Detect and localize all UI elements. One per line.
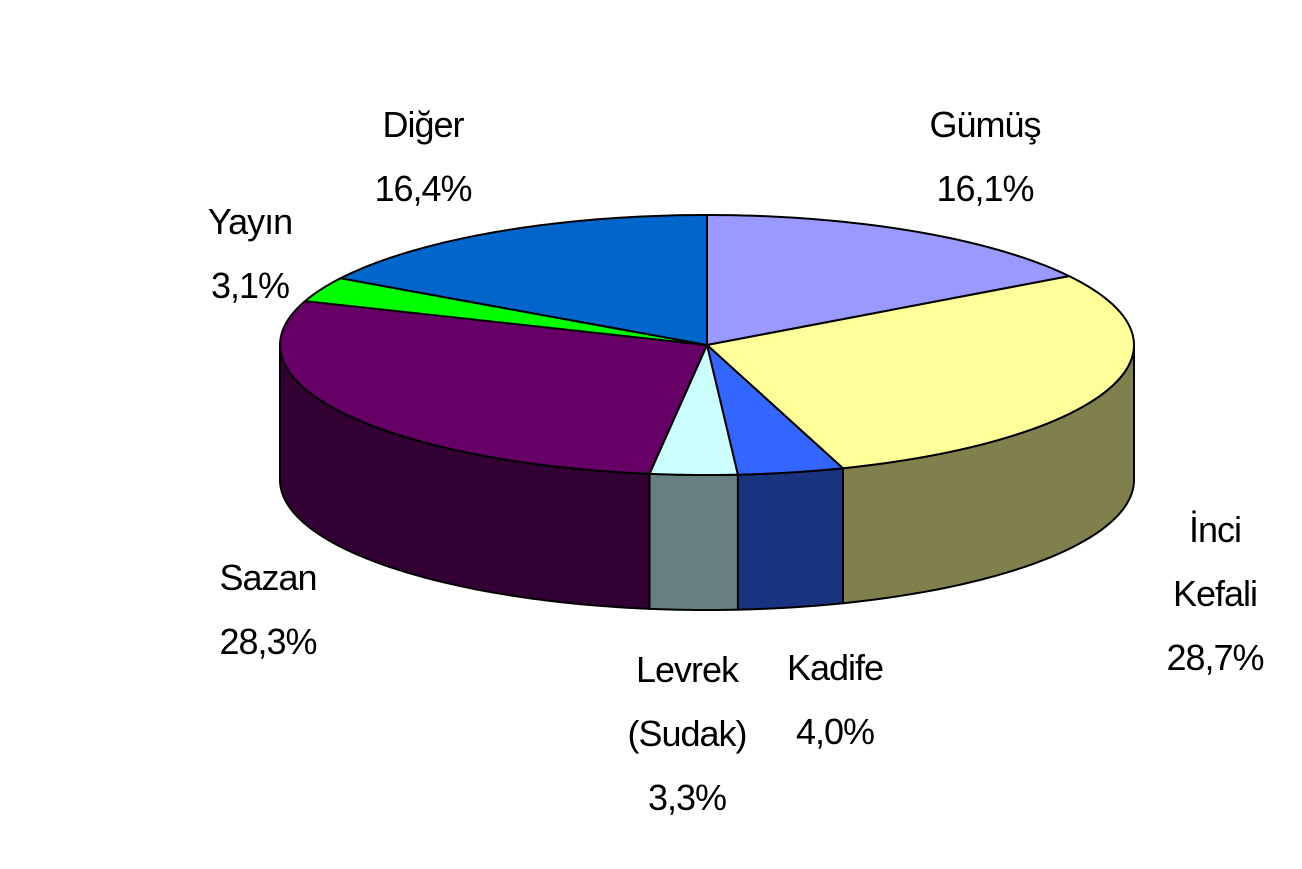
slice-label: Gümüş 16,1% xyxy=(929,93,1041,221)
value-label: 16,1% xyxy=(936,168,1034,209)
category-label: Yayın xyxy=(207,201,293,242)
value-label: 16,4% xyxy=(374,168,472,209)
category-label: Diğer xyxy=(382,104,464,145)
slice-label: Yayın 3,1% xyxy=(207,190,293,318)
pie-slice xyxy=(704,275,1135,470)
slice-label: Sazan 28,3% xyxy=(219,546,317,674)
category-label: Levrek (Sudak) xyxy=(627,649,747,754)
pie-slice xyxy=(706,213,1073,347)
value-label: 4,0% xyxy=(795,711,875,752)
slice-side xyxy=(736,467,844,611)
pie-slice xyxy=(647,341,740,476)
slice-side xyxy=(648,472,739,611)
value-label: 28,7% xyxy=(1166,637,1264,678)
pie-slice xyxy=(302,277,708,346)
value-label: 3,3% xyxy=(647,777,727,818)
slice-label: İnci Kefali 28,7% xyxy=(1166,498,1264,690)
category-label: Kadife xyxy=(786,647,884,688)
category-label: İnci Kefali xyxy=(1172,509,1258,614)
slice-label: Kadife 4,0% xyxy=(786,636,884,764)
pie-slice xyxy=(279,300,709,475)
pie-slice xyxy=(705,342,846,476)
category-label: Gümüş xyxy=(929,104,1041,145)
value-label: 3,1% xyxy=(210,265,290,306)
slice-label: Diğer 16,4% xyxy=(374,93,472,221)
value-label: 28,3% xyxy=(219,621,317,662)
pie-slice xyxy=(337,213,708,347)
category-label: Sazan xyxy=(219,557,317,598)
slice-label: Levrek (Sudak) 3,3% xyxy=(627,638,747,830)
